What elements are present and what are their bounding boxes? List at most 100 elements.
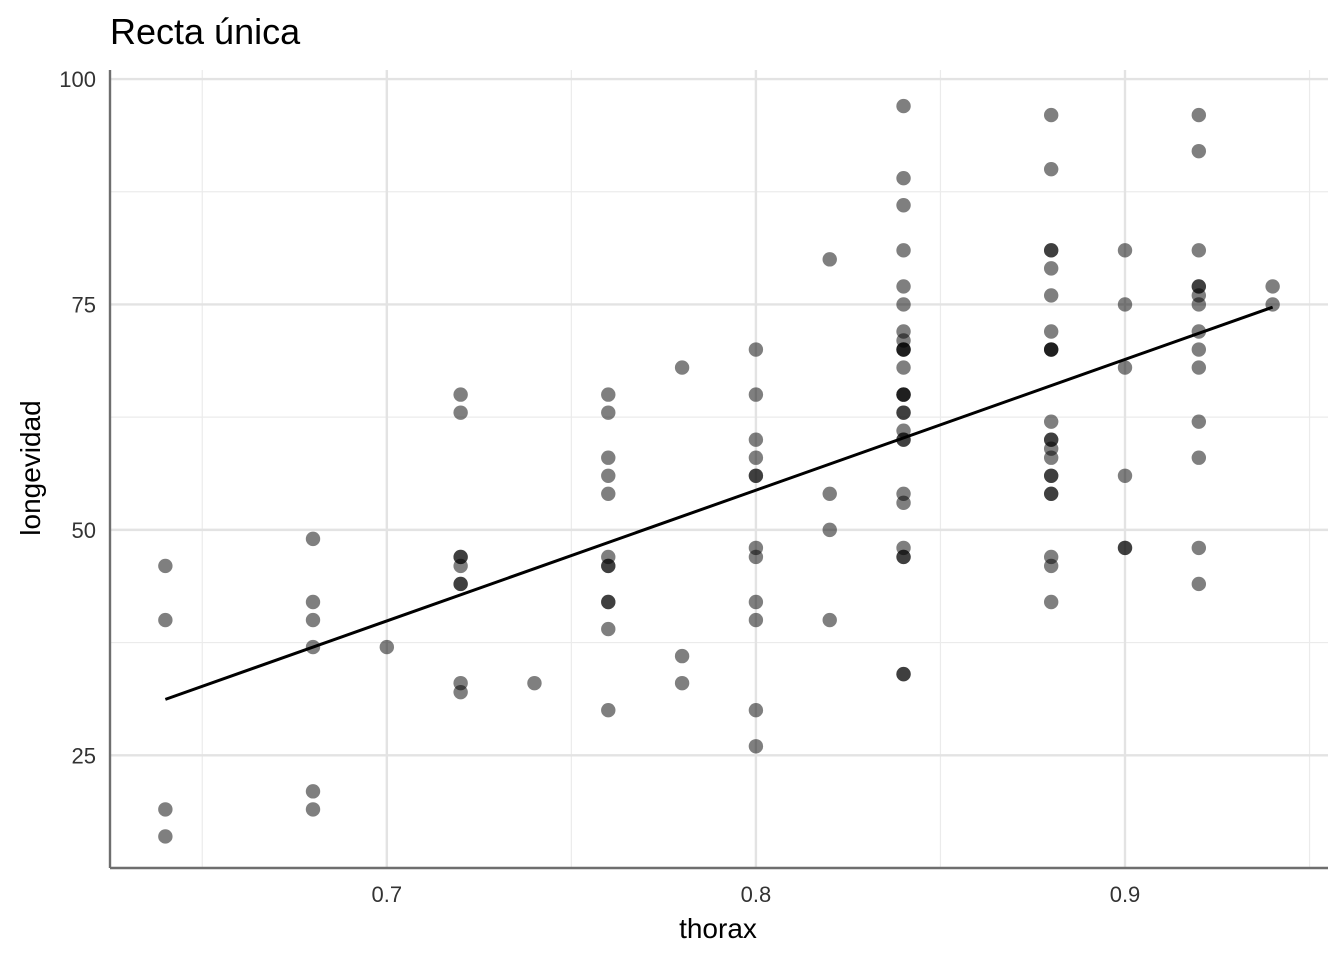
data-point xyxy=(896,405,911,420)
data-point xyxy=(896,198,911,213)
data-point xyxy=(158,829,173,844)
x-axis-title: thorax xyxy=(679,913,757,944)
data-point xyxy=(305,802,321,817)
data-point xyxy=(1043,558,1059,574)
data-point xyxy=(1265,279,1280,294)
data-point xyxy=(748,387,764,402)
data-point xyxy=(601,621,616,637)
data-point xyxy=(158,612,173,628)
data-point xyxy=(1117,243,1133,258)
data-point xyxy=(1043,450,1059,465)
data-point xyxy=(601,387,616,402)
data-point xyxy=(305,784,321,799)
data-point xyxy=(896,342,911,357)
data-point xyxy=(748,468,764,483)
chart-title: Recta única xyxy=(110,11,301,52)
data-point xyxy=(453,405,468,420)
x-axis-ticks: 0.7 0.8 0.9 xyxy=(372,882,1141,907)
data-point xyxy=(453,558,468,574)
data-point xyxy=(1191,414,1207,429)
data-point xyxy=(1117,468,1133,483)
x-tick-label: 0.9 xyxy=(1110,882,1141,907)
data-point xyxy=(896,243,911,258)
data-point xyxy=(1117,540,1133,556)
data-point xyxy=(1117,297,1133,312)
data-point xyxy=(1191,297,1207,312)
data-point xyxy=(1043,107,1059,123)
data-point xyxy=(1043,288,1059,303)
data-point xyxy=(1043,324,1059,339)
regression-line-group xyxy=(164,305,1274,701)
data-point xyxy=(1191,360,1207,375)
data-point xyxy=(1043,342,1059,357)
data-point xyxy=(896,98,911,114)
y-tick-label: 100 xyxy=(59,67,96,92)
data-point xyxy=(822,486,837,501)
data-point xyxy=(748,739,764,754)
data-point xyxy=(601,405,616,420)
data-point xyxy=(1191,143,1207,159)
data-point xyxy=(896,360,911,375)
data-point xyxy=(601,486,616,501)
minor-gridlines xyxy=(110,70,1328,869)
data-point xyxy=(1191,107,1207,123)
data-point xyxy=(453,684,468,700)
data-point xyxy=(453,576,468,592)
data-point xyxy=(1043,414,1059,429)
data-point xyxy=(1191,576,1207,592)
data-point xyxy=(748,703,764,718)
data-point xyxy=(748,450,764,465)
data-point xyxy=(379,639,395,655)
data-point xyxy=(601,594,616,610)
data-point xyxy=(748,432,764,447)
data-point xyxy=(305,594,321,610)
x-tick-label: 0.7 xyxy=(372,882,403,907)
data-point xyxy=(674,648,690,664)
y-axis-title: longevidad xyxy=(15,400,46,535)
data-point xyxy=(601,558,616,574)
data-point xyxy=(305,531,321,547)
y-tick-label: 25 xyxy=(72,743,96,768)
data-point xyxy=(896,666,911,682)
major-gridlines xyxy=(110,70,1328,868)
data-point xyxy=(1043,594,1059,610)
data-points xyxy=(158,98,1280,844)
data-point xyxy=(674,360,690,375)
regression-line xyxy=(164,305,1274,701)
y-tick-label: 50 xyxy=(72,518,96,543)
data-point xyxy=(748,612,764,628)
data-point xyxy=(1043,243,1059,258)
data-point xyxy=(748,594,764,610)
data-point xyxy=(1043,161,1059,177)
data-point xyxy=(1117,360,1133,375)
data-point xyxy=(1043,261,1059,276)
data-point xyxy=(748,342,764,357)
x-tick-label: 0.8 xyxy=(741,882,772,907)
data-point xyxy=(896,549,911,565)
data-point xyxy=(1191,342,1207,357)
data-point xyxy=(158,558,173,574)
data-point xyxy=(1191,450,1207,465)
data-point xyxy=(601,450,616,465)
data-point xyxy=(1043,486,1059,501)
data-point xyxy=(896,171,911,186)
data-point xyxy=(305,612,321,628)
axes xyxy=(108,70,1328,870)
y-axis-ticks: 25 50 75 100 xyxy=(59,67,96,768)
data-point xyxy=(896,387,911,402)
data-point xyxy=(896,297,911,312)
data-point xyxy=(601,468,616,483)
data-point xyxy=(822,252,837,267)
data-point xyxy=(158,802,173,817)
data-point xyxy=(822,522,837,538)
y-tick-label: 75 xyxy=(72,292,96,317)
data-point xyxy=(748,549,764,565)
data-point xyxy=(601,703,616,718)
data-point xyxy=(1043,468,1059,483)
data-point xyxy=(674,675,690,691)
data-point xyxy=(896,495,911,511)
data-point xyxy=(1191,243,1207,258)
data-point xyxy=(822,612,837,628)
data-point xyxy=(896,279,911,294)
